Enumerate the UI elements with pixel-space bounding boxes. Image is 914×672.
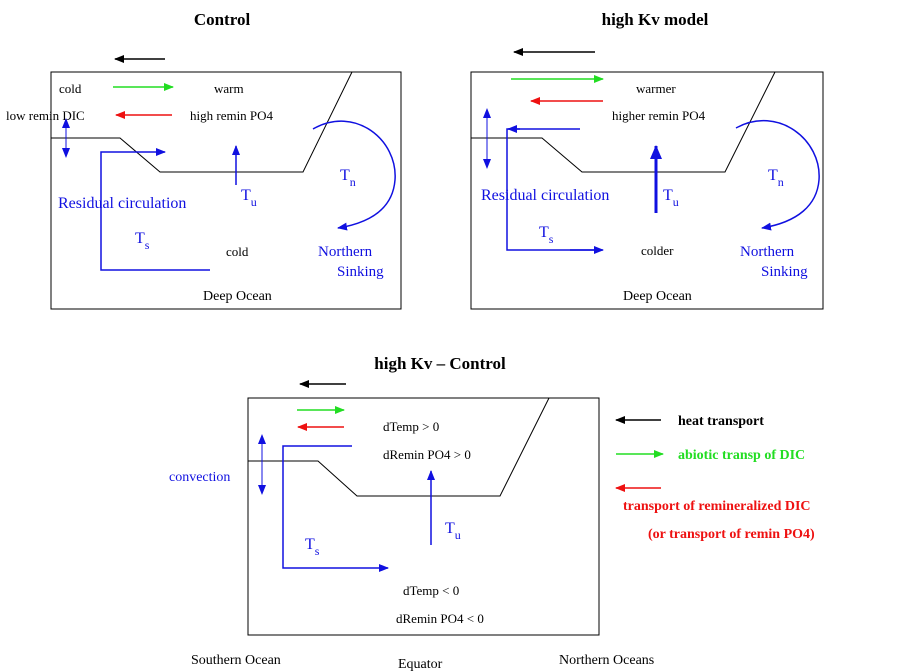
equator-label: Equator xyxy=(398,657,443,672)
highkv-tn-label: Tn xyxy=(768,167,784,189)
control-sinking-label: Sinking xyxy=(337,264,384,280)
highkv-tu-label: Tu xyxy=(663,187,679,209)
legend-abiotic-label: abiotic transp of DIC xyxy=(678,448,805,463)
control-tu-label: Tu xyxy=(241,187,257,209)
highkv-northern-label: Northern xyxy=(740,244,795,260)
highkv-ts-label: Ts xyxy=(539,224,554,246)
highkv-residual-label: Residual circulation xyxy=(481,187,609,204)
control-low-remin: low remin DIC xyxy=(6,108,85,123)
diff-ts-label: Ts xyxy=(305,536,320,558)
highkv-residual-arrow xyxy=(506,128,602,251)
control-panel: Control cold warm low remin DIC high rem… xyxy=(6,10,402,310)
highkv-higher-remin: higher remin PO4 xyxy=(612,108,706,123)
control-box xyxy=(50,71,402,310)
southern-ocean-label: Southern Ocean xyxy=(191,653,281,668)
highkv-warmer: warmer xyxy=(636,81,676,96)
diff-box xyxy=(247,397,600,636)
control-seafloor xyxy=(51,71,353,173)
diff-panel: high Kv – Control dTemp > 0 dRemin PO4 >… xyxy=(169,354,600,636)
diff-residual-arrow xyxy=(282,445,389,572)
control-northern-sinking-arrow xyxy=(312,120,396,231)
diff-title: high Kv – Control xyxy=(374,354,506,373)
control-tn-label: Tn xyxy=(340,167,356,189)
control-warm: warm xyxy=(214,81,244,96)
control-cold-bottom: cold xyxy=(226,244,249,259)
control-title: Control xyxy=(194,10,251,29)
diff-dtemp-neg: dTemp < 0 xyxy=(403,583,459,598)
diff-dremin-pos: dRemin PO4 > 0 xyxy=(383,447,471,462)
highkv-box xyxy=(470,71,824,310)
legend-remin-label: transport of remineralized DIC xyxy=(623,499,811,514)
legend: heat transport abiotic transp of DIC tra… xyxy=(615,414,815,542)
control-northern-label: Northern xyxy=(318,244,373,260)
legend-heat-label: heat transport xyxy=(678,414,764,429)
diff-dremin-neg: dRemin PO4 < 0 xyxy=(396,611,484,626)
diff-tu-label: Tu xyxy=(445,520,461,542)
control-deep-ocean: Deep Ocean xyxy=(203,289,272,304)
control-cold-top: cold xyxy=(59,81,82,96)
control-ts-label: Ts xyxy=(135,230,150,252)
diff-convection-label: convection xyxy=(169,470,230,485)
northern-oceans-label: Northern Oceans xyxy=(559,653,654,668)
highkv-deep-ocean: Deep Ocean xyxy=(623,289,692,304)
diff-seafloor xyxy=(248,397,550,497)
control-residual-label: Residual circulation xyxy=(58,195,186,212)
highkv-title: high Kv model xyxy=(602,10,709,29)
highkv-panel: high Kv model warmer higher remin PO4 Re… xyxy=(470,10,824,310)
diff-dtemp-pos: dTemp > 0 xyxy=(383,419,439,434)
legend-remin2-label: (or transport of remin PO4) xyxy=(648,527,815,542)
control-residual-arrow xyxy=(100,148,210,271)
highkv-sinking-label: Sinking xyxy=(761,264,808,280)
highkv-colder: colder xyxy=(641,243,674,258)
highkv-seafloor xyxy=(471,71,776,173)
footer-labels: Southern Ocean Equator Northern Oceans xyxy=(191,653,654,672)
control-high-remin: high remin PO4 xyxy=(190,108,274,123)
highkv-northern-sinking-arrow xyxy=(735,119,820,231)
